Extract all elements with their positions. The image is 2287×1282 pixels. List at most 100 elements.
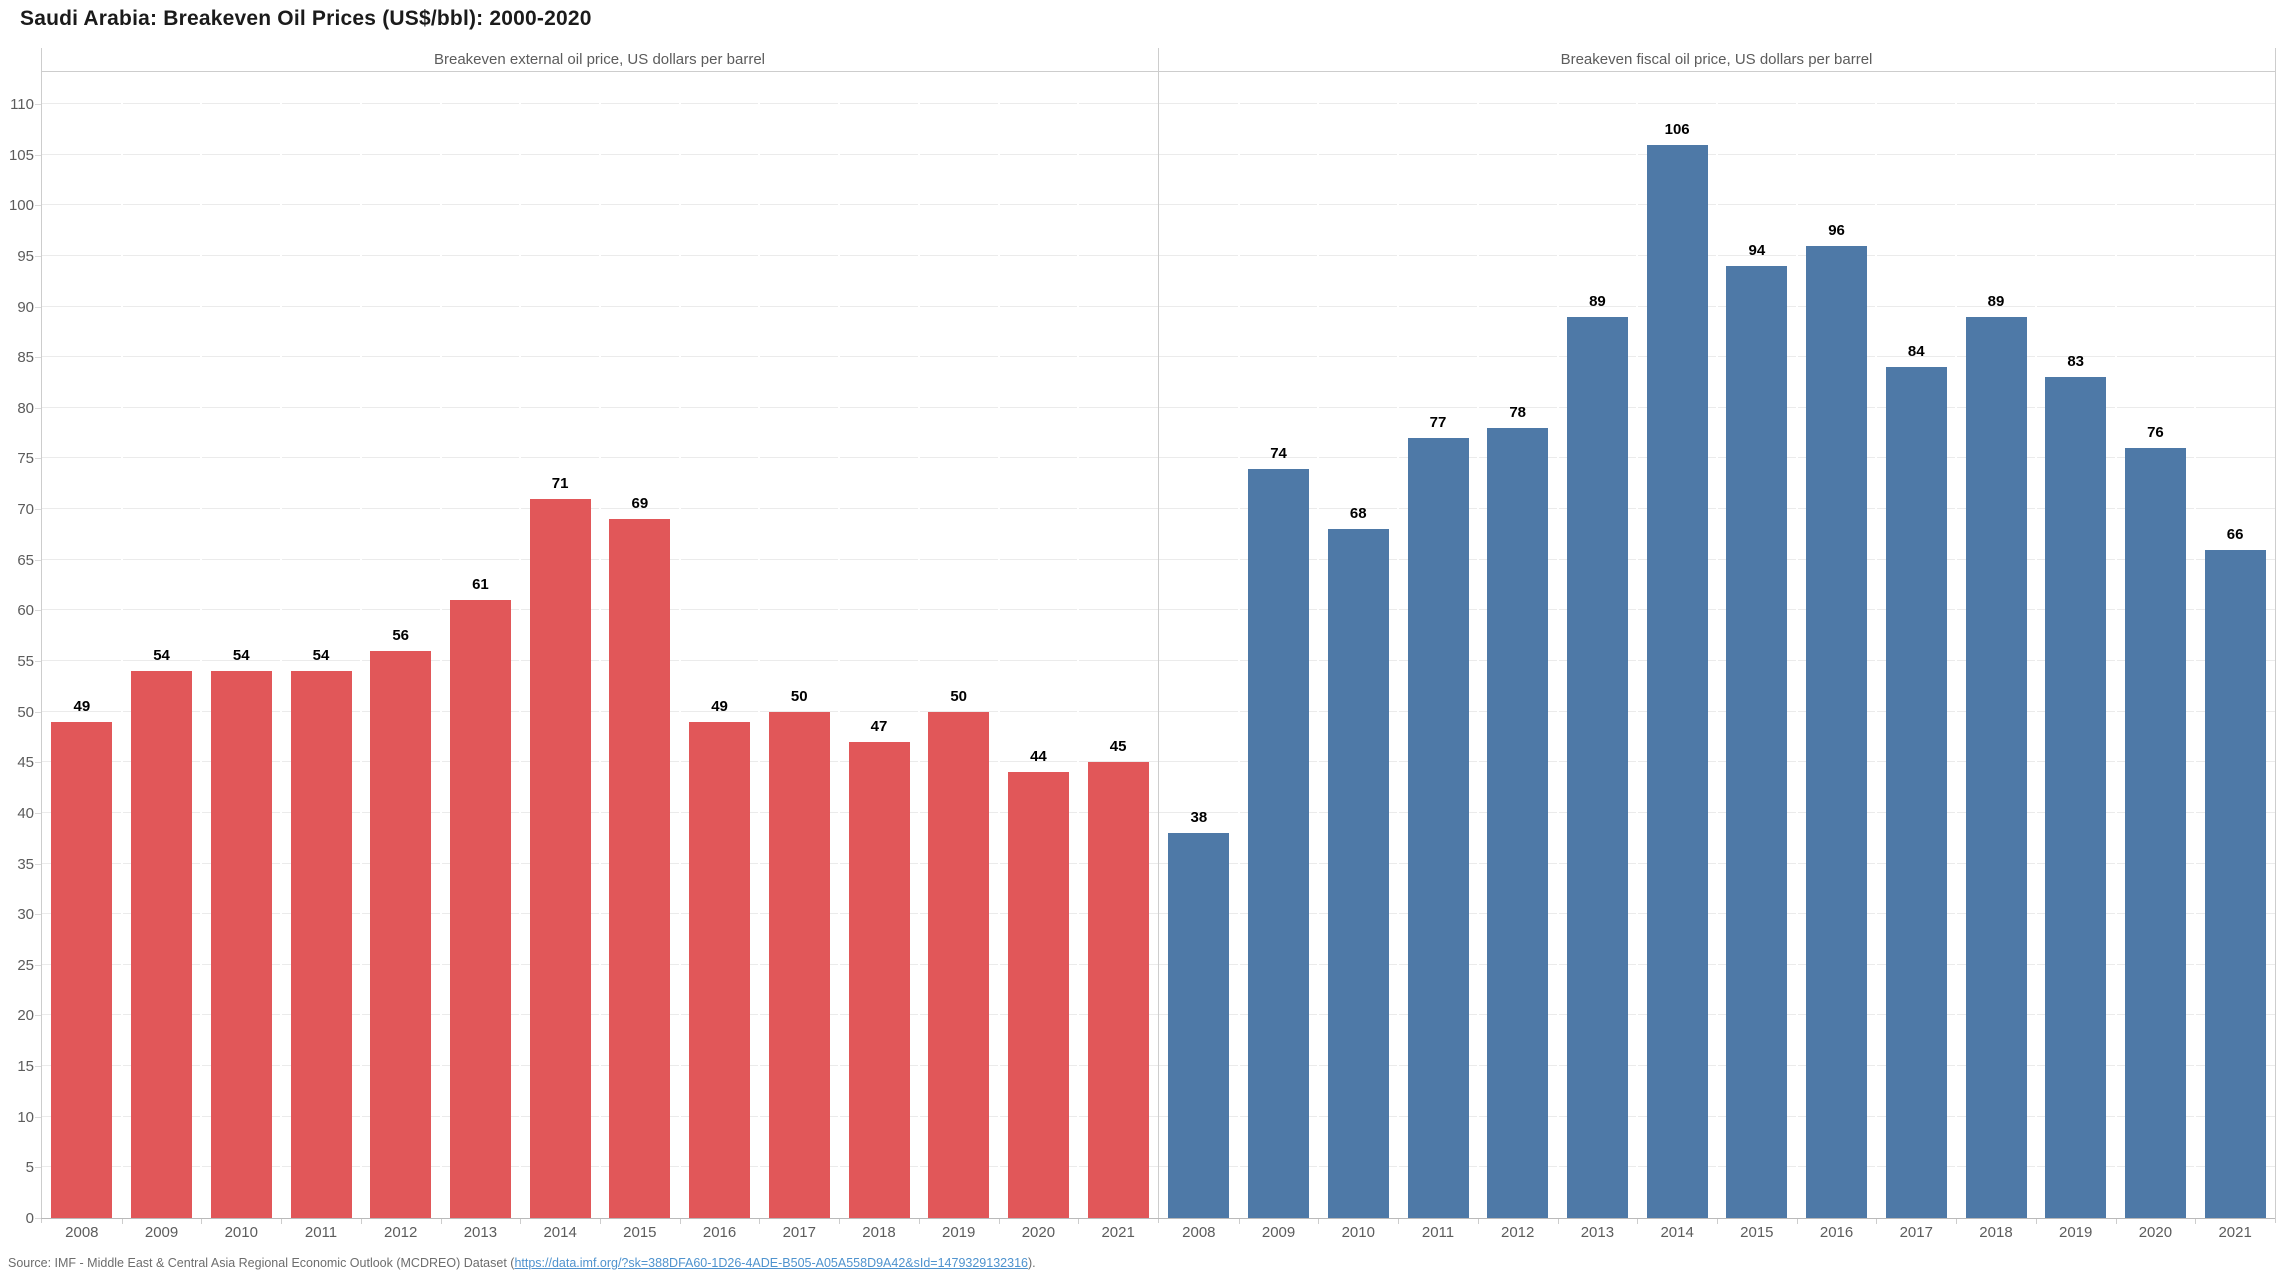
x-tick-label: 2017 [1899,1224,1933,1241]
y-axis-tick [35,104,41,106]
y-axis-tick [35,509,41,511]
bar-external-2017[interactable] [768,711,830,1218]
bar-external-2013[interactable] [449,600,511,1218]
column-divider [1077,72,1080,1218]
y-axis-tick [35,1116,41,1118]
bar-value-label: 54 [232,647,250,665]
bar-fiscal-2014[interactable] [1646,144,1708,1218]
bar-value-label: 50 [950,687,968,705]
panel-header-fiscal: Breakeven fiscal oil price, US dollars p… [1560,51,1873,68]
column-divider [917,72,920,1218]
x-tick-label: 2015 [1740,1224,1774,1241]
x-axis-tick [2195,1219,2197,1224]
column-divider [120,72,123,1218]
x-tick-label: 2009 [1261,1224,1296,1241]
y-tick-label: 35 [17,855,34,873]
bar-fiscal-2015[interactable] [1726,266,1788,1218]
x-tick-label: 2014 [543,1224,577,1241]
column-divider [997,72,1000,1218]
bar-value-label: 61 [472,576,489,594]
x-axis-tick [201,1219,203,1224]
bar-value-label: 56 [392,626,410,644]
x-tick-label: 2012 [384,1224,418,1241]
bar-value-label: 77 [1429,414,1447,432]
column-divider [439,72,442,1218]
column-divider [758,72,761,1218]
x-tick-label: 2008 [65,1224,99,1241]
bar-external-2012[interactable] [370,650,432,1218]
y-axis-tick [35,154,41,156]
bar-external-2018[interactable] [848,742,910,1218]
x-tick-label: 2009 [144,1224,179,1241]
y-tick-label: 75 [17,450,34,468]
bar-external-2016[interactable] [689,721,751,1218]
x-axis-tick [1318,1219,1320,1224]
bar-fiscal-2018[interactable] [1965,316,2027,1218]
bar-external-2011[interactable] [290,671,352,1218]
bar-value-label: 49 [711,697,728,715]
x-axis-tick [918,1219,920,1224]
bar-fiscal-2012[interactable] [1487,428,1549,1218]
y-axis-tick [35,914,41,916]
column-divider [1795,72,1798,1218]
bar-value-label: 38 [1190,809,1208,827]
x-axis-tick [679,1219,681,1224]
x-axis-line [41,1218,2275,1219]
bar-fiscal-2017[interactable] [1885,367,1947,1218]
bar-value-label: 83 [2067,353,2085,371]
y-axis-tick [35,407,41,409]
bar-external-2009[interactable] [131,671,193,1218]
x-tick-label: 2016 [702,1224,737,1241]
bar-fiscal-2016[interactable] [1806,245,1868,1218]
y-tick-label: 45 [17,754,34,772]
column-divider [1955,72,1958,1218]
bar-value-label: 74 [1270,444,1287,462]
bar-value-label: 68 [1349,505,1367,523]
x-tick-label: 2015 [623,1224,657,1241]
bar-external-2015[interactable] [609,519,671,1218]
column-divider [280,72,283,1218]
bar-external-2020[interactable] [1007,772,1069,1218]
bar-value-label: 89 [1589,292,1606,310]
bar-value-label: 44 [1030,748,1047,766]
y-axis-tick [35,357,41,359]
bar-fiscal-2008[interactable] [1168,833,1230,1218]
y-axis-tick [35,964,41,966]
x-axis-tick [1796,1219,1798,1224]
y-tick-label: 15 [17,1058,34,1076]
x-tick-label: 2008 [1182,1224,1216,1241]
bar-fiscal-2019[interactable] [2045,377,2107,1218]
chart-title: Saudi Arabia: Breakeven Oil Prices (US$/… [20,7,592,30]
bar-fiscal-2011[interactable] [1407,438,1469,1218]
bar-value-label: 69 [631,495,649,513]
y-tick-label: 0 [25,1210,34,1227]
y-axis-tick [35,306,41,308]
bar-fiscal-2010[interactable] [1327,529,1389,1218]
y-axis-tick [35,255,41,257]
x-axis-tick [1956,1219,1958,1224]
x-tick-label: 2018 [1979,1224,2013,1241]
source-link[interactable]: https://data.imf.org/?sk=388DFA60-1D26-4… [514,1256,1028,1270]
column-divider [1556,72,1559,1218]
bar-external-2010[interactable] [210,671,272,1218]
bar-external-2014[interactable] [529,498,591,1218]
x-tick-label: 2012 [1501,1224,1535,1241]
source-prefix: Source: IMF - Middle East & Central Asia… [8,1256,515,1270]
source-line: Source: IMF - Middle East & Central Asia… [8,1256,1036,1270]
bar-fiscal-2009[interactable] [1248,468,1310,1218]
bar-fiscal-2013[interactable] [1566,316,1628,1218]
bar-external-2008[interactable] [51,721,113,1218]
y-tick-label: 50 [17,703,34,721]
x-tick-label: 2020 [1021,1224,1056,1241]
y-tick-label: 85 [17,349,34,367]
bar-fiscal-2020[interactable] [2124,448,2186,1218]
x-tick-label: 2019 [2059,1224,2093,1241]
bar-value-label: 54 [153,647,170,665]
bar-external-2021[interactable] [1087,762,1149,1218]
bar-value-label: 89 [1987,292,2005,310]
bar-fiscal-2021[interactable] [2204,549,2266,1218]
y-axis-tick [35,1015,41,1017]
bar-external-2019[interactable] [928,711,990,1218]
x-axis-tick [839,1219,841,1224]
